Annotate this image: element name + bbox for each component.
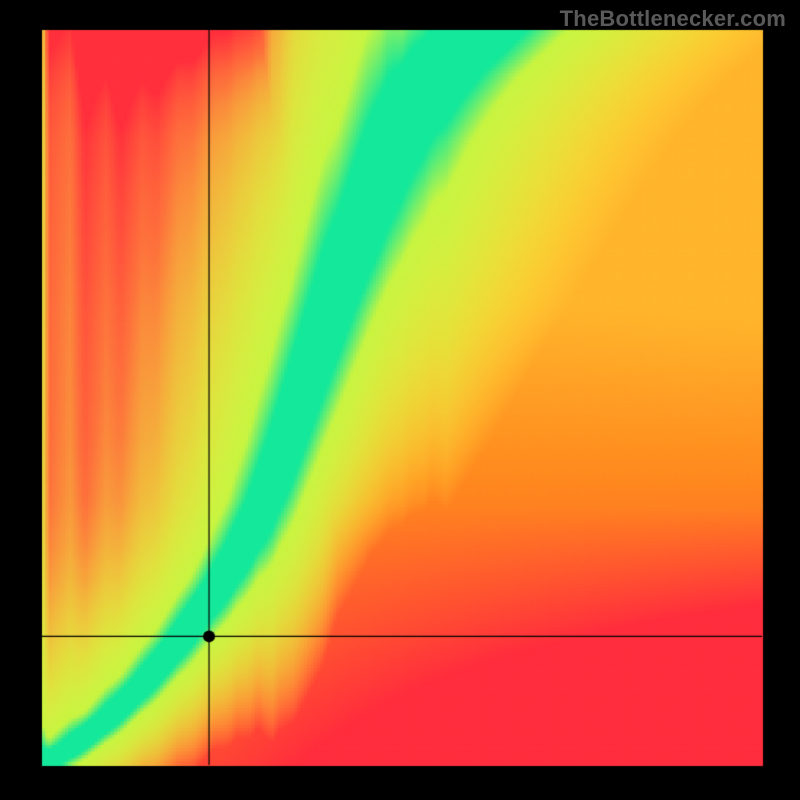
chart-container: TheBottlenecker.com	[0, 0, 800, 800]
watermark-text: TheBottlenecker.com	[560, 6, 786, 32]
bottleneck-heatmap	[0, 0, 800, 800]
